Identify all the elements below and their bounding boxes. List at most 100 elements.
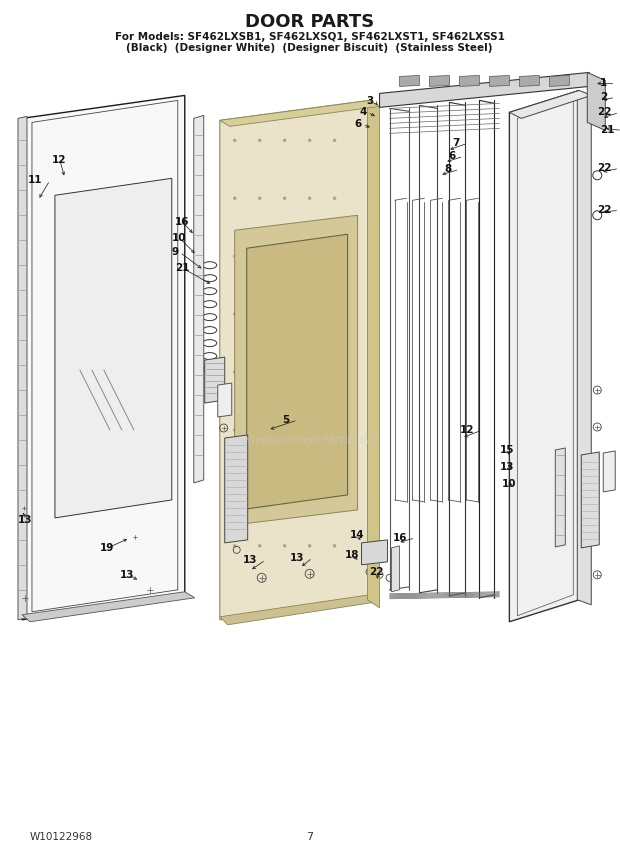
Polygon shape	[224, 435, 248, 543]
Text: 15: 15	[499, 445, 514, 455]
Circle shape	[258, 544, 261, 547]
Polygon shape	[577, 91, 591, 605]
Polygon shape	[219, 100, 379, 127]
Polygon shape	[489, 75, 510, 86]
Circle shape	[233, 486, 236, 490]
Polygon shape	[22, 591, 195, 621]
Text: 10: 10	[502, 479, 516, 489]
Text: 16: 16	[175, 217, 189, 227]
Circle shape	[233, 255, 236, 258]
Circle shape	[233, 371, 236, 373]
Text: 22: 22	[596, 107, 611, 117]
Text: 3: 3	[366, 97, 374, 106]
Text: 11: 11	[27, 175, 42, 185]
Circle shape	[308, 544, 311, 547]
Circle shape	[333, 197, 336, 199]
Circle shape	[593, 107, 600, 114]
Text: 16: 16	[393, 533, 407, 543]
Circle shape	[333, 486, 336, 490]
Text: eReplacementParts.com: eReplacementParts.com	[241, 435, 378, 445]
Text: 22: 22	[596, 163, 611, 173]
Circle shape	[283, 371, 286, 373]
Text: 5: 5	[282, 415, 290, 425]
Text: 4: 4	[360, 107, 367, 117]
Polygon shape	[205, 357, 224, 403]
Text: 21: 21	[600, 125, 614, 135]
Polygon shape	[194, 116, 204, 483]
Text: W10122968: W10122968	[30, 833, 93, 842]
Text: For Models: SF462LXSB1, SF462LXSQ1, SF462LXST1, SF462LXSS1: For Models: SF462LXSB1, SF462LXSQ1, SF46…	[115, 33, 505, 43]
Circle shape	[333, 429, 336, 431]
Circle shape	[283, 429, 286, 431]
Text: 13: 13	[290, 553, 304, 563]
Text: 10: 10	[172, 233, 186, 243]
Polygon shape	[510, 91, 579, 621]
Circle shape	[283, 139, 286, 142]
Text: 13: 13	[18, 515, 32, 525]
Polygon shape	[379, 73, 589, 107]
Polygon shape	[430, 75, 450, 86]
Circle shape	[233, 312, 236, 316]
Text: 12: 12	[52, 155, 66, 165]
Text: 13: 13	[243, 555, 258, 565]
Polygon shape	[219, 595, 378, 625]
Text: 19: 19	[100, 543, 114, 553]
Circle shape	[308, 197, 311, 199]
Circle shape	[258, 429, 261, 431]
Circle shape	[258, 139, 261, 142]
Polygon shape	[361, 540, 388, 565]
Circle shape	[593, 89, 600, 96]
Polygon shape	[368, 100, 379, 608]
Circle shape	[308, 255, 311, 258]
Text: 6: 6	[355, 119, 362, 129]
Polygon shape	[235, 215, 358, 525]
Text: 14: 14	[350, 530, 364, 540]
Text: 2: 2	[600, 92, 607, 103]
Text: 8: 8	[444, 164, 451, 175]
Circle shape	[258, 486, 261, 490]
Circle shape	[233, 139, 236, 142]
Text: 12: 12	[460, 425, 474, 435]
Text: 7: 7	[306, 833, 313, 842]
Circle shape	[258, 255, 261, 258]
Circle shape	[333, 139, 336, 142]
Polygon shape	[399, 75, 420, 86]
Polygon shape	[219, 100, 370, 620]
Polygon shape	[549, 75, 569, 86]
Circle shape	[333, 544, 336, 547]
Circle shape	[233, 544, 236, 547]
Circle shape	[308, 486, 311, 490]
Polygon shape	[520, 75, 539, 86]
Polygon shape	[603, 451, 615, 492]
Circle shape	[333, 255, 336, 258]
Text: 21: 21	[175, 263, 189, 273]
Text: 18: 18	[345, 550, 359, 560]
Text: 13: 13	[120, 570, 135, 580]
Circle shape	[258, 197, 261, 199]
Polygon shape	[459, 75, 479, 86]
Circle shape	[308, 312, 311, 316]
Circle shape	[233, 197, 236, 199]
Text: 1: 1	[600, 79, 607, 88]
Polygon shape	[22, 95, 185, 620]
Text: (Black)  (Designer White)  (Designer Biscuit)  (Stainless Steel): (Black) (Designer White) (Designer Biscu…	[126, 44, 493, 53]
Circle shape	[333, 312, 336, 316]
Polygon shape	[218, 383, 232, 417]
Text: 9: 9	[172, 247, 179, 257]
Circle shape	[283, 197, 286, 199]
Text: 22: 22	[596, 205, 611, 215]
Text: 6: 6	[448, 152, 456, 161]
Polygon shape	[391, 546, 399, 591]
Circle shape	[258, 371, 261, 373]
Polygon shape	[18, 116, 27, 620]
Polygon shape	[247, 235, 348, 509]
Circle shape	[233, 429, 236, 431]
Polygon shape	[55, 178, 172, 518]
Polygon shape	[510, 91, 591, 118]
Text: 7: 7	[452, 139, 459, 148]
Circle shape	[283, 255, 286, 258]
Polygon shape	[587, 73, 605, 130]
Circle shape	[308, 139, 311, 142]
Polygon shape	[556, 448, 565, 547]
Circle shape	[308, 371, 311, 373]
